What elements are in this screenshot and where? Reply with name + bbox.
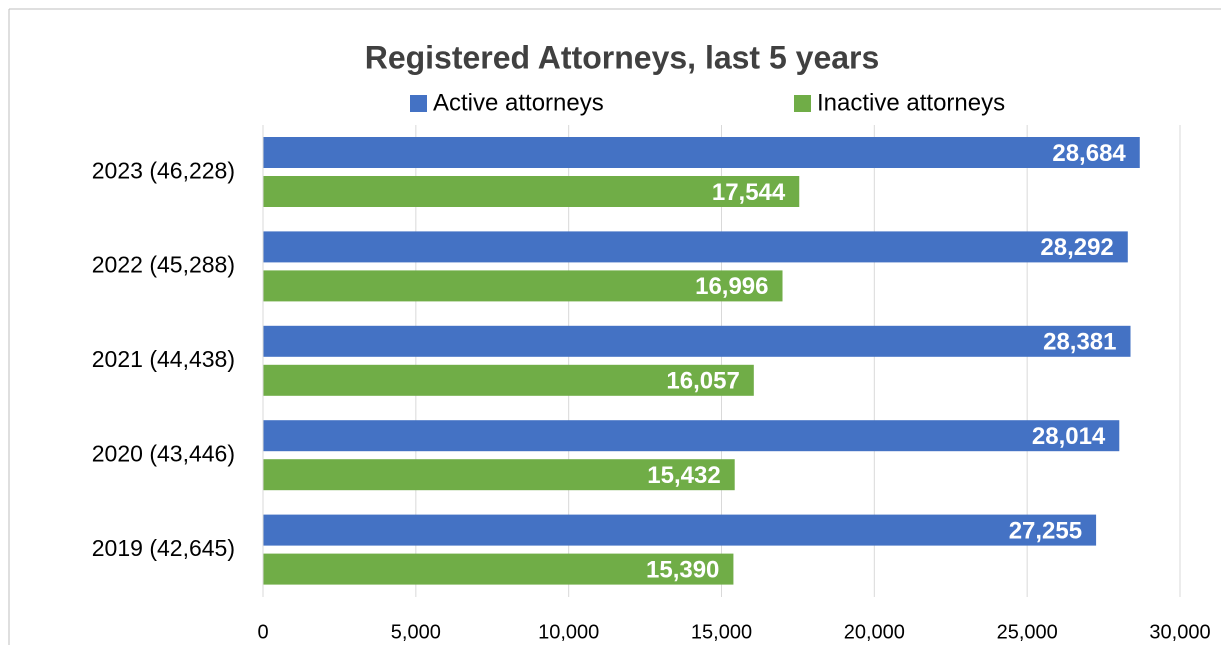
x-tick-label: 20,000: [844, 621, 905, 643]
bar: [263, 364, 754, 396]
data-label: 28,684: [1052, 140, 1126, 167]
data-label: 16,996: [695, 273, 768, 300]
x-tick-label: 0: [257, 621, 268, 643]
data-label: 28,014: [1032, 423, 1106, 450]
bar: [263, 325, 1131, 357]
data-label: 15,390: [646, 556, 719, 583]
bar: [263, 270, 783, 302]
x-tick-label: 5,000: [391, 621, 441, 643]
bar: [263, 420, 1120, 452]
y-tick-label: 2023 (46,228): [92, 157, 235, 183]
y-tick-label: 2020 (43,446): [92, 440, 235, 466]
y-tick-label: 2019 (42,645): [92, 535, 235, 561]
bar: [263, 553, 734, 585]
x-tick-label: 25,000: [997, 621, 1058, 643]
y-tick-label: 2021 (44,438): [92, 346, 235, 372]
legend-swatch: [410, 95, 427, 112]
data-label: 28,381: [1043, 329, 1116, 356]
x-tick-label: 15,000: [691, 621, 752, 643]
bar: [263, 514, 1097, 546]
data-label: 17,544: [712, 179, 786, 206]
data-label: 15,432: [647, 462, 720, 489]
bar: [263, 137, 1140, 168]
data-label: 28,292: [1040, 234, 1113, 261]
legend-swatch: [794, 95, 811, 112]
data-label: 27,255: [1009, 517, 1082, 544]
bar: [263, 231, 1128, 263]
legend-label: Inactive attorneys: [817, 89, 1005, 116]
y-tick-label: 2022 (45,288): [92, 252, 235, 278]
x-tick-label: 30,000: [1149, 621, 1210, 643]
bar: [263, 459, 735, 491]
data-label: 16,057: [666, 368, 739, 395]
legend-label: Active attorneys: [433, 89, 604, 116]
x-tick-label: 10,000: [538, 621, 599, 643]
chart-title: Registered Attorneys, last 5 years: [365, 39, 880, 75]
bar: [263, 176, 800, 207]
